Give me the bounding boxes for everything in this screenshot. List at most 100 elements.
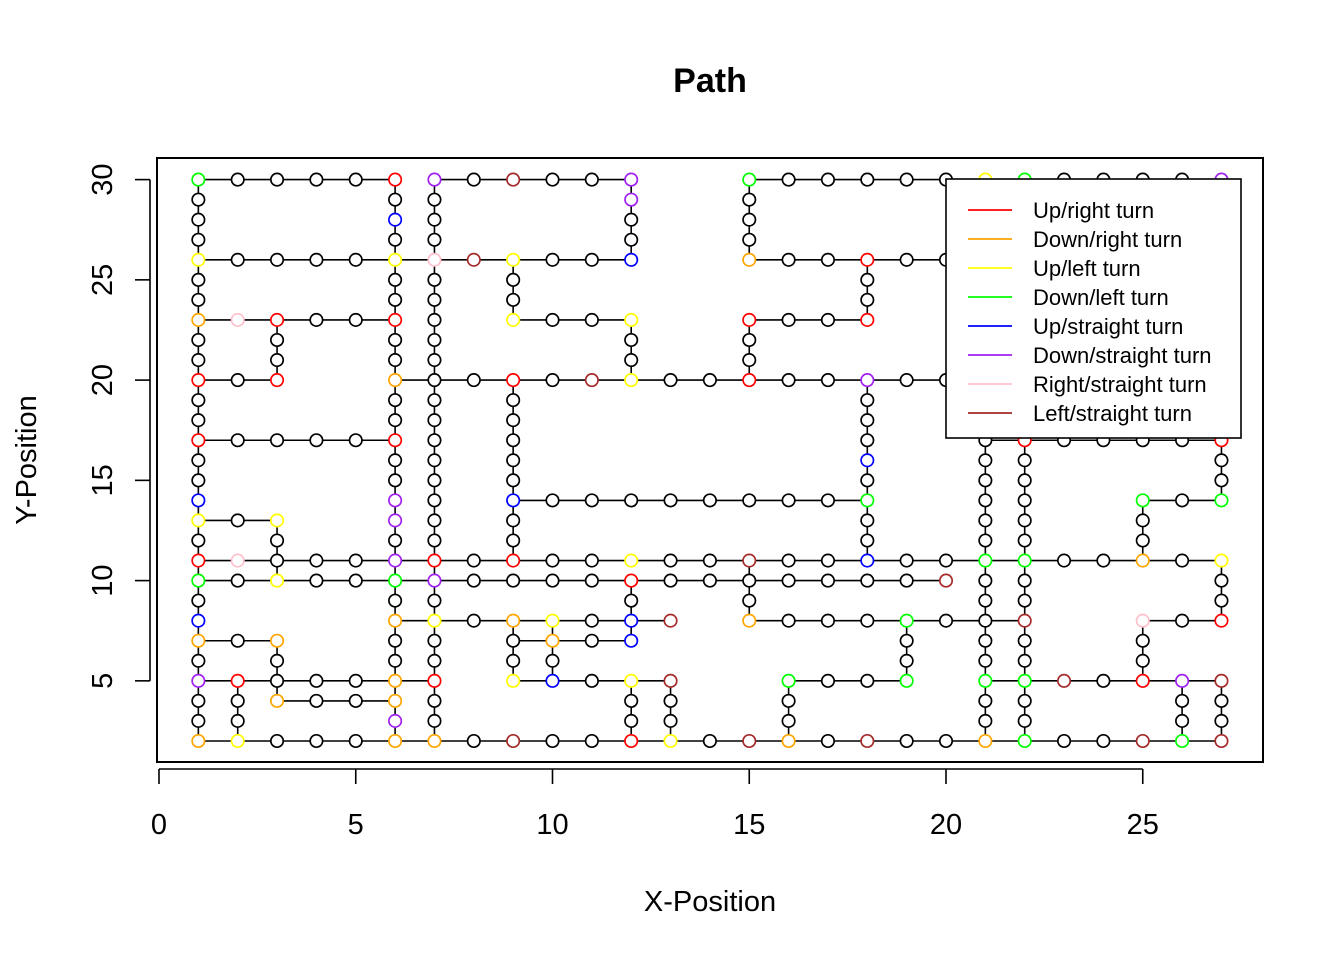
path-point	[506, 453, 521, 468]
turn-point-dl	[191, 573, 206, 588]
path-point	[938, 733, 954, 749]
turn-point-us	[624, 252, 639, 267]
path-point	[191, 232, 206, 247]
turn-point-dr	[1135, 553, 1150, 568]
path-point	[899, 252, 914, 267]
turn-point-dr	[388, 613, 403, 628]
turn-point-ds	[860, 373, 875, 388]
turn-point-ls	[584, 373, 599, 388]
path-point	[230, 172, 245, 187]
path-point	[702, 573, 717, 588]
path-point	[978, 613, 993, 628]
path-point	[191, 653, 206, 668]
path-point	[1017, 473, 1032, 488]
path-point	[269, 653, 285, 668]
path-point	[1017, 573, 1032, 588]
turn-point-dl	[388, 573, 403, 588]
path-point	[506, 393, 521, 408]
path-point	[230, 713, 245, 728]
y-tick-label: 30	[87, 163, 119, 195]
path-point	[348, 553, 363, 568]
path-point	[545, 653, 560, 668]
path-point	[781, 613, 796, 628]
path-point	[860, 433, 875, 448]
path-point	[506, 473, 521, 488]
path-point	[584, 312, 599, 327]
path-point	[191, 292, 206, 307]
turn-point-dr	[388, 373, 403, 388]
path-point	[584, 633, 599, 648]
path-point	[309, 553, 324, 568]
path-point	[348, 673, 363, 688]
path-point	[820, 373, 835, 388]
path-point	[742, 493, 757, 508]
turn-point-dr	[742, 252, 757, 267]
path-point	[899, 633, 914, 648]
turn-point-ur	[1135, 673, 1150, 688]
path-point	[191, 713, 206, 728]
path-point	[1057, 733, 1072, 749]
path-point	[820, 252, 835, 267]
path-point	[427, 593, 442, 608]
path-point	[230, 573, 245, 588]
turn-point-ds	[388, 513, 403, 528]
path-point	[1017, 593, 1032, 608]
path-point	[1175, 613, 1190, 628]
turn-point-ul	[427, 613, 442, 628]
path-point	[978, 593, 993, 608]
path-point	[191, 272, 206, 287]
path-point	[230, 513, 245, 528]
turn-point-rs	[230, 553, 245, 568]
path-point	[388, 653, 403, 668]
legend-box	[945, 178, 1242, 439]
path-point	[899, 733, 914, 749]
turn-point-ds	[427, 573, 442, 588]
path-point	[584, 613, 599, 628]
path-point	[1017, 493, 1032, 508]
turn-point-dr	[427, 733, 442, 749]
turn-point-dl	[899, 673, 914, 688]
path-point	[820, 312, 835, 327]
path-point	[427, 212, 442, 227]
turn-point-rs	[1135, 613, 1150, 628]
turn-point-ul	[624, 673, 639, 688]
path-point	[388, 473, 403, 488]
path-point	[388, 393, 403, 408]
y-tick-label: 10	[87, 564, 119, 596]
turn-point-ul	[506, 252, 521, 267]
path-point	[742, 232, 757, 247]
path-point	[702, 553, 717, 568]
path-point	[781, 553, 796, 568]
path-point	[1214, 693, 1229, 708]
path-point	[978, 533, 993, 548]
turn-point-us	[860, 453, 875, 468]
path-point	[506, 533, 521, 548]
path-point	[348, 573, 363, 588]
turn-point-ur	[191, 553, 206, 568]
path-point	[624, 332, 639, 348]
y-tick-label: 5	[87, 673, 119, 689]
legend-label: Up/right turn	[1033, 198, 1154, 223]
path-point	[230, 693, 245, 708]
path-point	[860, 473, 875, 488]
path-point	[466, 373, 481, 388]
turn-point-ur	[191, 373, 206, 388]
turn-point-dr	[388, 733, 403, 749]
path-point	[191, 393, 206, 408]
x-tick-label: 5	[348, 809, 364, 841]
path-point	[466, 613, 481, 628]
path-point	[348, 433, 363, 448]
path-point	[860, 613, 875, 628]
path-point	[860, 292, 875, 307]
turn-point-ur	[269, 373, 285, 388]
path-point	[860, 393, 875, 408]
path-point	[388, 533, 403, 548]
path-point	[938, 553, 954, 568]
path-point	[1017, 453, 1032, 468]
legend-label: Up/straight turn	[1033, 314, 1183, 339]
turn-point-dl	[1135, 493, 1150, 508]
path-point	[742, 573, 757, 588]
path-point	[820, 673, 835, 688]
path-point	[978, 473, 993, 488]
